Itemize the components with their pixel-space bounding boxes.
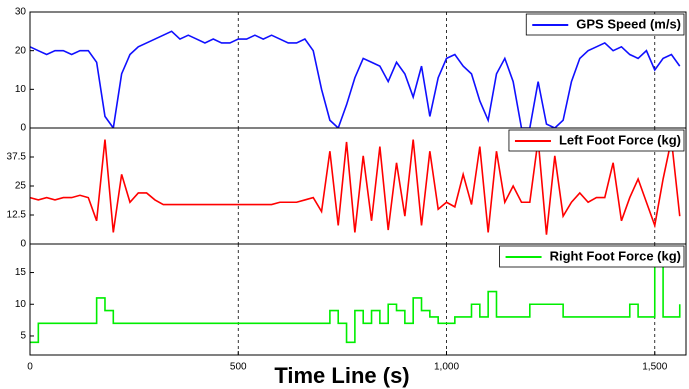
y-tick-label: 12.5 [7, 210, 27, 221]
legend-box [499, 245, 685, 268]
x-tick-label: 1,500 [642, 362, 667, 373]
plot-frame [29, 243, 687, 356]
legend-text: GPS Speed (m/s) [576, 16, 681, 31]
legend-box [525, 13, 685, 36]
x-tick-label: 0 [27, 362, 33, 373]
y-tick-label: 25 [15, 181, 27, 192]
data-line [30, 265, 681, 344]
x-axis-label: Time Line (s) [274, 363, 409, 388]
y-tick-label: 0 [20, 123, 26, 134]
y-tick-label: 20 [15, 45, 27, 56]
x-tick-label: 500 [230, 362, 247, 373]
legend-box [508, 129, 685, 152]
y-tick-label: 5 [20, 331, 26, 342]
y-tick-label: 37.5 [7, 152, 27, 163]
y-tick-label: 15 [15, 267, 27, 278]
data-line [29, 30, 681, 131]
data-line [29, 139, 681, 235]
legend-text: Left Foot Force (kg) [559, 132, 681, 147]
y-tick-label: 10 [15, 299, 27, 310]
x-tick-label: 1,000 [434, 362, 459, 373]
y-tick-label: 0 [20, 239, 26, 250]
y-tick-label: 30 [15, 7, 27, 18]
y-tick-label: 10 [15, 84, 27, 95]
legend-text: Right Foot Force (kg) [550, 248, 681, 263]
